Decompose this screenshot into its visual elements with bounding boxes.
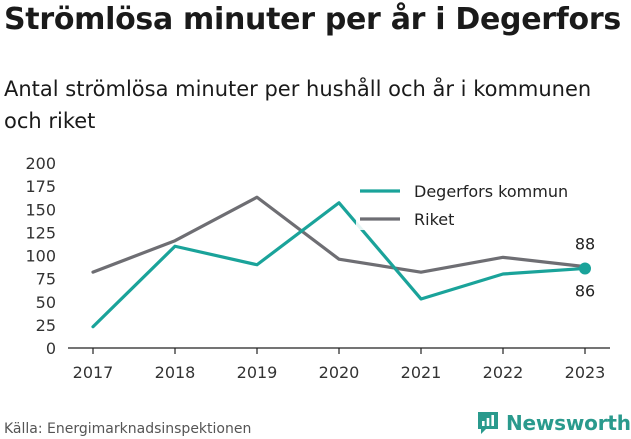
y-tick-label: 150 bbox=[25, 200, 56, 219]
legend-bg bbox=[356, 176, 580, 202]
legend-bg bbox=[356, 204, 474, 230]
legend-label: Riket bbox=[414, 210, 454, 229]
end-point-marker bbox=[579, 262, 591, 275]
x-tick-label: 2020 bbox=[319, 363, 360, 382]
y-tick-label: 175 bbox=[25, 177, 56, 196]
y-tick-label: 200 bbox=[25, 154, 56, 173]
y-tick-label: 25 bbox=[36, 316, 56, 335]
y-tick-label: 100 bbox=[25, 247, 56, 266]
y-tick-label: 50 bbox=[36, 293, 56, 312]
series-line-riket bbox=[91, 195, 587, 274]
x-tick-label: 2018 bbox=[155, 363, 196, 382]
y-tick-label: 75 bbox=[36, 270, 56, 289]
x-tick-label: 2019 bbox=[237, 363, 278, 382]
x-tick-label: 2021 bbox=[401, 363, 442, 382]
y-tick-label: 125 bbox=[25, 223, 56, 242]
source-note: Källa: Energimarknadsinspektionen bbox=[4, 421, 252, 437]
brand-name: Newsworthy bbox=[506, 411, 631, 435]
series-line-degerfors-kommun bbox=[91, 201, 587, 329]
y-tick-label: 0 bbox=[46, 339, 56, 358]
x-tick-label: 2022 bbox=[483, 363, 524, 382]
end-label-degerfors: 86 bbox=[575, 281, 595, 300]
chart-subtitle: Antal strömlösa minuter per hushåll och … bbox=[4, 77, 592, 133]
bar-chart-logo-icon bbox=[478, 412, 498, 434]
end-label-riket: 88 bbox=[575, 235, 595, 254]
brand-logo: Newsworthy bbox=[476, 408, 631, 438]
x-tick-label: 2023 bbox=[565, 363, 606, 382]
legend-label: Degerfors kommun bbox=[414, 182, 568, 201]
x-tick-label: 2017 bbox=[73, 363, 114, 382]
chart-title: Strömlösa minuter per år i Degerfors bbox=[4, 2, 621, 37]
